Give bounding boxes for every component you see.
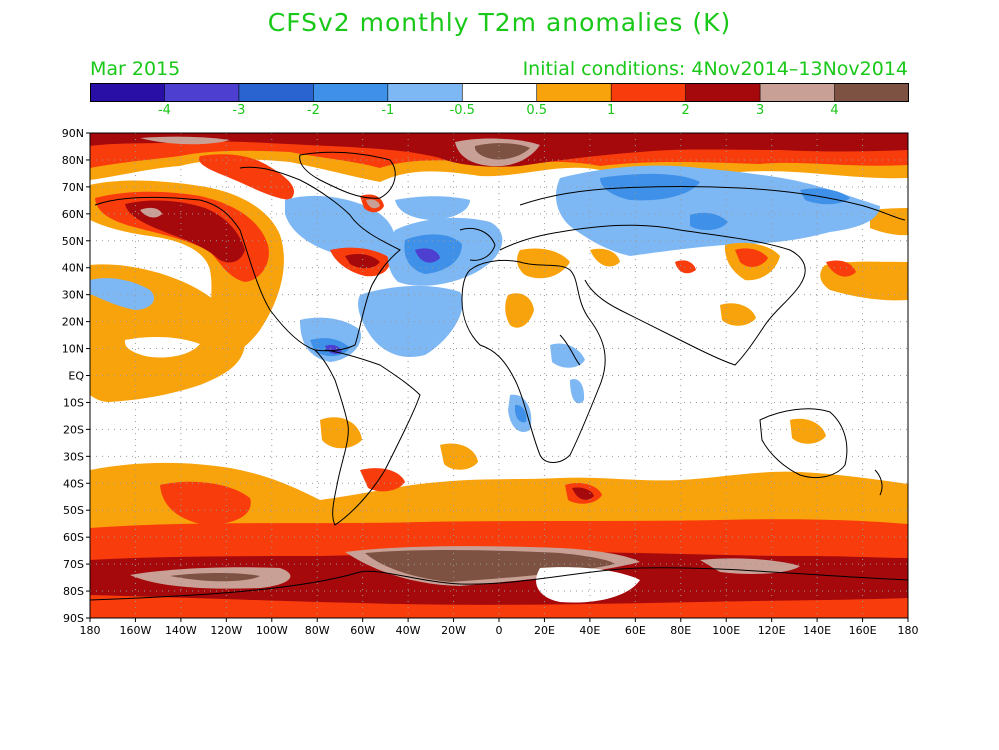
colorbar-label: -3 <box>232 103 246 118</box>
colorbar-label: 4 <box>830 103 839 118</box>
latitude-label: 60N <box>62 208 84 221</box>
longitude-label: 80E <box>670 624 691 637</box>
longitude-label: 40W <box>396 624 421 637</box>
colorbar-label: -0.5 <box>449 103 475 118</box>
map-title: CFSv2 monthly T2m anomalies (K) <box>267 8 732 37</box>
longitude-label: 140E <box>803 624 831 637</box>
colorbar-label: 2 <box>681 103 690 118</box>
longitude-label: 60E <box>625 624 646 637</box>
initial-conditions: Initial conditions: 4Nov2014–13Nov2014 <box>522 58 908 80</box>
longitude-label: 160W <box>120 624 152 637</box>
longitude-label: 80W <box>305 624 330 637</box>
latitude-label: 10N <box>62 343 84 356</box>
colorbar-outline <box>90 83 909 102</box>
colorbar <box>90 83 909 102</box>
longitude-label: 100W <box>256 624 288 637</box>
colorbar-label: 1 <box>607 103 616 118</box>
longitude-label: 120E <box>758 624 786 637</box>
latitude-label: 30S <box>63 450 84 463</box>
longitude-label: 180 <box>80 624 101 637</box>
colorbar-label: -4 <box>157 103 171 118</box>
latitude-label: 40N <box>62 262 84 275</box>
axis-labels: 90N 80N 70N 60N 50N 40N 30N 20N 10N EQ 10S 20S 30S 40… <box>62 127 919 637</box>
latitude-label: 80S <box>63 585 84 598</box>
southern-ocean-warm-region <box>90 443 908 618</box>
latitude-label: 30N <box>62 289 84 302</box>
longitude-label: 20E <box>534 624 555 637</box>
latitude-label: 70N <box>62 181 84 194</box>
latitude-label: 20S <box>63 423 84 436</box>
longitude-label: 40E <box>579 624 600 637</box>
latitude-label: 10S <box>63 396 84 409</box>
longitude-label: 180 <box>898 624 919 637</box>
longitude-label: 20W <box>441 624 466 637</box>
pacific-warm-region <box>90 208 908 402</box>
graticule <box>90 133 908 618</box>
colorbar-label: 3 <box>755 103 765 118</box>
latitude-label: 50S <box>63 504 84 517</box>
longitude-label: 60W <box>350 624 375 637</box>
latitude-label: 50N <box>62 235 84 248</box>
latitude-label: 90N <box>62 127 84 140</box>
tropical-region <box>320 293 826 449</box>
longitude-label: 100E <box>712 624 740 637</box>
longitude-label: 0 <box>496 624 503 637</box>
latitude-label: 90S <box>63 612 84 625</box>
latitude-label: 60S <box>63 531 84 544</box>
forecast-period: Mar 2015 <box>90 58 181 80</box>
colorbar-label: -1 <box>381 103 395 118</box>
latitude-label: 70S <box>63 558 84 571</box>
latitude-label: 40S <box>63 477 84 490</box>
north-atlantic-region <box>285 194 503 362</box>
longitude-label: 140W <box>165 624 197 637</box>
latitude-label: 20N <box>62 316 84 329</box>
coastlines <box>90 151 908 601</box>
colorbar-swatch <box>834 83 909 102</box>
longitude-label: 160E <box>849 624 877 637</box>
longitude-label: 120W <box>210 624 242 637</box>
latitude-label: 80N <box>62 154 84 167</box>
colorbar-label: -2 <box>306 103 320 118</box>
colorbar-label: 0.5 <box>526 103 548 118</box>
latitude-label: EQ <box>68 370 84 383</box>
